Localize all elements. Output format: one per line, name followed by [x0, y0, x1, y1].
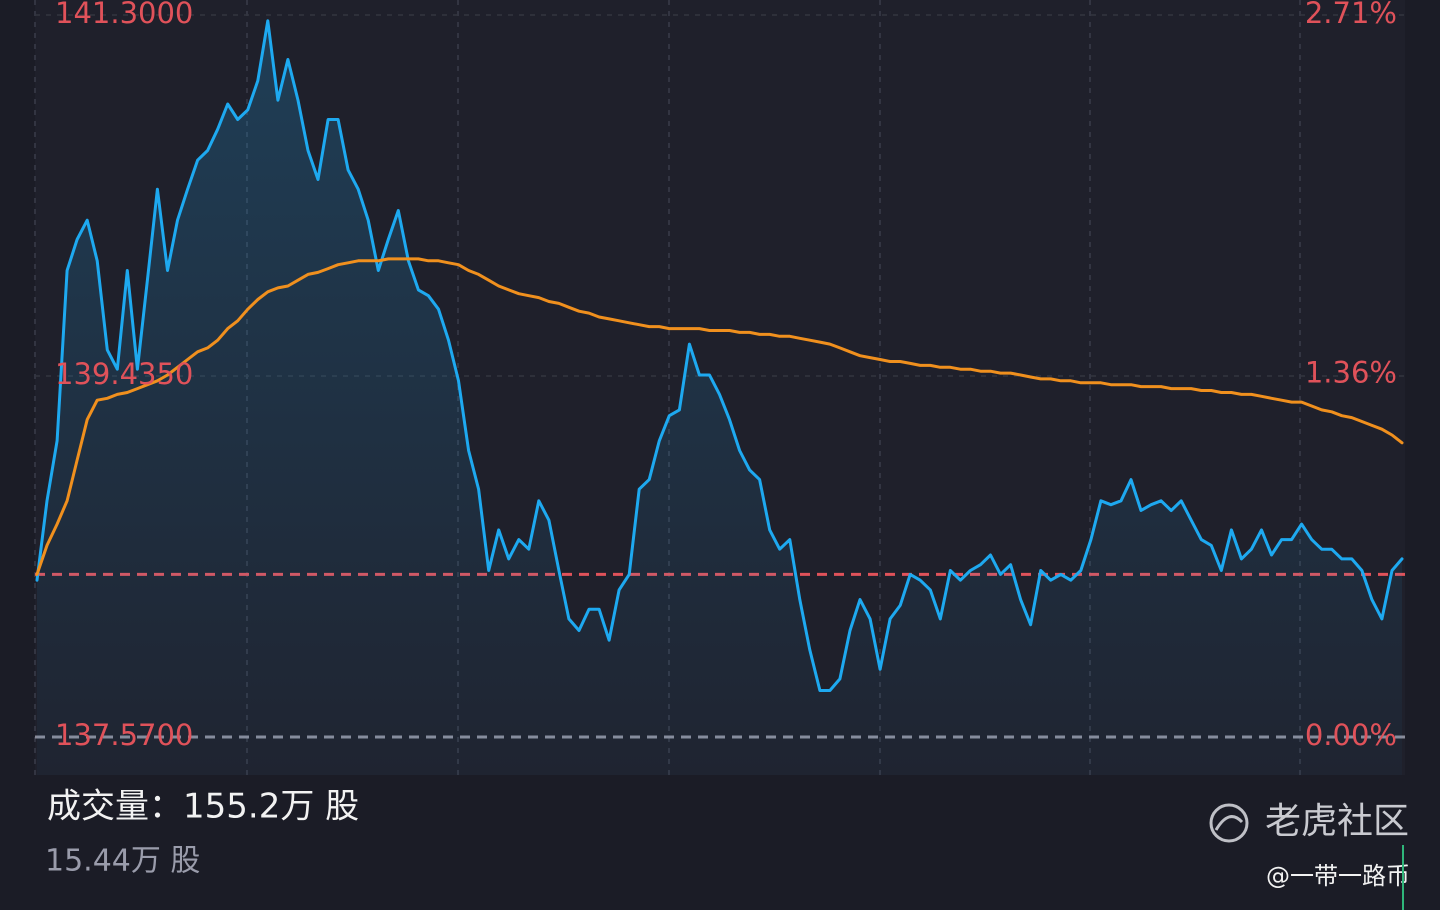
y-tick-label: 139.4350 [55, 357, 193, 391]
y2-tick-label: 1.36% [1305, 356, 1397, 390]
price-line [35, 19, 1404, 692]
y2-tick-label: 2.71% [1305, 0, 1397, 30]
data-layer [35, 19, 1404, 776]
average-line [35, 257, 1404, 576]
watermark-icon [1209, 803, 1249, 843]
credit: @一带一路币 [1266, 862, 1410, 890]
sub-volume-text: 15.44万 股 [45, 844, 200, 879]
y-tick-label: 141.3000 [55, 0, 193, 30]
volume-text: 成交量：155.2万 股 [47, 787, 359, 827]
y-tick-label: 137.5700 [55, 718, 193, 752]
watermark: 老虎社区 [1265, 801, 1409, 842]
label-layer: 141.3000 139.4350 137.5700 2.71% 1.36% 0.00% [55, 0, 1397, 752]
y2-tick-label: 0.00% [1305, 718, 1397, 752]
